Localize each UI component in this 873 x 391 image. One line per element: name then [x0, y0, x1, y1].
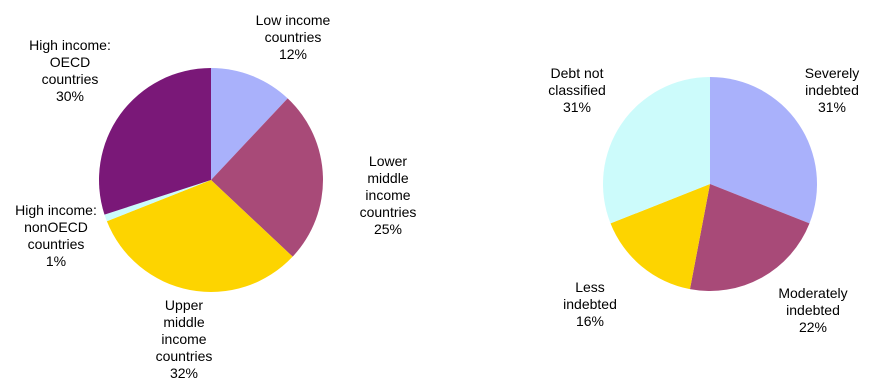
pie-slice-income-lower-middle-income-countries: [211, 98, 323, 257]
slice-percent: 1%: [46, 253, 66, 269]
slice-label-debt-less-indebted: Less indebted 16%: [563, 279, 617, 329]
slice-label-line: indebted: [563, 296, 617, 312]
slice-label-line: nonOECD: [24, 219, 88, 235]
pie-slice-debt-less-indebted: [610, 184, 710, 290]
slice-label-line: Severely: [805, 65, 859, 81]
slice-label-line: Lower: [369, 153, 407, 169]
slice-label-line: countries: [360, 204, 417, 220]
slice-label-line: Less: [575, 279, 605, 295]
slice-label-income-upper-middle-income-countries: Upper middle income countries 32%: [156, 297, 213, 381]
slice-label-line: countries: [28, 236, 85, 252]
slice-label-line: Upper: [165, 297, 203, 313]
slice-label-line: High income:: [15, 202, 97, 218]
slice-label-debt-severely-indebted: Severely indebted 31%: [805, 65, 859, 115]
slice-label-income-high-income-nonoecd-countries: High income: nonOECD countries 1%: [15, 202, 97, 269]
slice-label-debt-debt-not-classified: Debt not classified 31%: [548, 65, 606, 115]
slice-percent: 31%: [818, 99, 846, 115]
pie-slice-income-high-income-oecd-countries: [98, 68, 211, 215]
slice-label-income-lower-middle-income-countries: Lower middle income countries 25%: [360, 153, 417, 237]
slice-label-line: income: [161, 331, 206, 347]
pie-slice-income-high-income-nonoecd-countries: [104, 180, 211, 222]
pie-slice-income-low-income-countries: [211, 68, 288, 180]
slice-label-line: OECD: [50, 54, 90, 70]
slice-label-line: High income:: [29, 37, 111, 53]
slice-label-line: indebted: [786, 302, 840, 318]
slice-label-line: countries: [42, 71, 99, 87]
slice-label-line: countries: [156, 348, 213, 364]
slice-label-line: Low income: [256, 12, 331, 28]
slice-label-line: countries: [265, 29, 322, 45]
slice-label-income-low-income-countries: Low income countries 12%: [256, 12, 331, 62]
slice-label-line: Moderately: [778, 285, 847, 301]
slice-label-line: classified: [548, 82, 606, 98]
pie-slice-debt-moderately-indebted: [689, 184, 810, 291]
slice-label-line: middle: [367, 170, 408, 186]
pie-chart-debt-classification: Severely indebted 31%Moderately indebted 22%…: [548, 65, 859, 335]
slice-percent: 31%: [563, 99, 591, 115]
slice-percent: 22%: [799, 319, 827, 335]
pie-chart-income-group: Low income countries 12%Lower middle income c…: [15, 12, 416, 381]
slice-percent: 25%: [374, 221, 402, 237]
pie-slice-debt-severely-indebted: [710, 77, 818, 224]
slice-label-debt-moderately-indebted: Moderately indebted 22%: [778, 285, 847, 335]
slice-label-line: Debt not: [551, 65, 604, 81]
slice-label-line: income: [365, 187, 410, 203]
slice-label-income-high-income-oecd-countries: High income: OECD countries 30%: [29, 37, 111, 104]
pie-slice-debt-debt-not-classified: [602, 76, 710, 224]
slice-percent: 30%: [56, 88, 84, 104]
pie-slice-income-upper-middle-income-countries: [106, 180, 293, 292]
slice-percent: 16%: [576, 313, 604, 329]
slice-percent: 32%: [170, 365, 198, 381]
slice-label-line: middle: [163, 314, 204, 330]
slice-percent: 12%: [279, 46, 307, 62]
slice-label-line: indebted: [805, 82, 859, 98]
